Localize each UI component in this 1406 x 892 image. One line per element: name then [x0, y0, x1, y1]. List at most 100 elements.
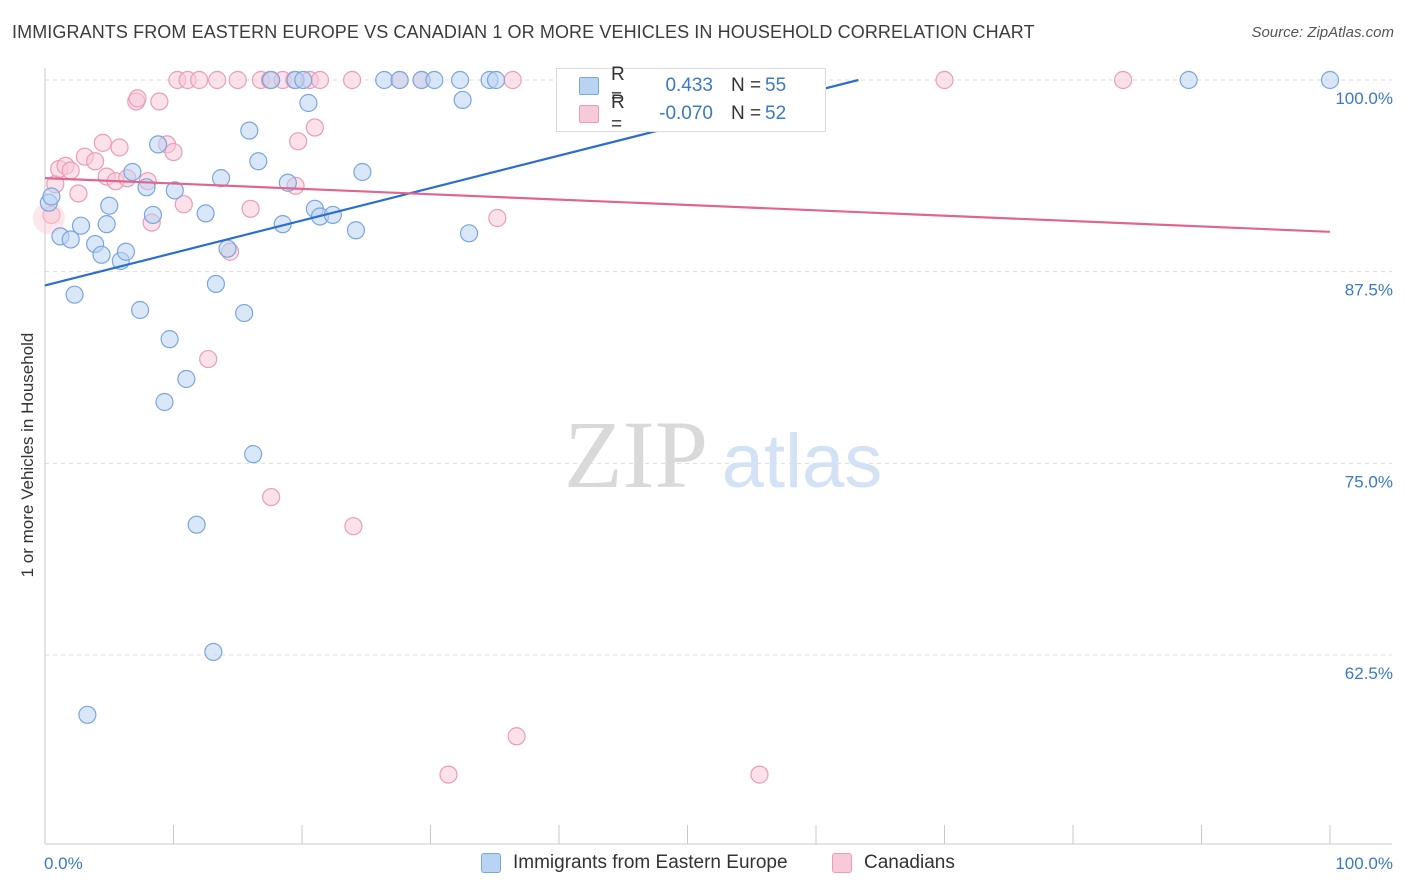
legend-row-eastern-europe: R = 0.433 N = 55: [579, 64, 787, 107]
y-tick-label: 62.5%: [1345, 664, 1393, 683]
trend-line-canadians: [44, 177, 1331, 233]
canadians-point: [61, 161, 80, 180]
n-value-eastern-europe: 55: [765, 75, 787, 96]
r-value-eastern-europe: 0.433: [665, 75, 713, 96]
r-value-canadians: -0.070: [659, 103, 713, 124]
eastern-europe-point: [218, 239, 237, 258]
canadians-point: [69, 184, 88, 203]
eastern-europe-point: [353, 162, 372, 182]
eastern-europe-point: [459, 224, 479, 243]
eastern-europe-point: [123, 162, 142, 182]
canadians-point: [935, 70, 954, 90]
canadians-point: [110, 138, 129, 157]
watermark-atlas: atlas: [722, 419, 883, 504]
eastern-europe-point: [425, 70, 444, 90]
eastern-europe-point: [249, 152, 268, 171]
eastern-europe-point: [78, 705, 97, 724]
canadians-point: [93, 133, 112, 152]
eastern-europe-points: [39, 70, 1340, 724]
axes: [44, 68, 1392, 845]
canadians-point: [488, 208, 507, 228]
canadians-point: [174, 195, 193, 214]
legend-swatch-blue: [481, 853, 501, 873]
eastern-europe-point: [206, 274, 226, 294]
eastern-europe-point: [116, 242, 136, 261]
y-tick-label: 75.0%: [1345, 472, 1393, 491]
gridlines: [45, 79, 1392, 656]
tick-labels: 62.5% 75.0% 87.5% 100.0% 0.0% 100.0%: [44, 89, 1393, 873]
canadians-point: [310, 70, 330, 90]
legend-label-canadians: Canadians: [864, 852, 955, 873]
legend-swatch-pink: [832, 853, 852, 873]
legend-item-canadians[interactable]: Canadians: [832, 852, 955, 874]
canadians-point: [208, 70, 227, 90]
canadians-point: [344, 517, 363, 536]
eastern-europe-point: [177, 369, 196, 389]
legend-item-eastern-europe[interactable]: Immigrants from Eastern Europe: [481, 852, 788, 874]
eastern-europe-point: [100, 196, 119, 215]
canadians-point: [199, 349, 218, 369]
legend-label-eastern-europe: Immigrants from Eastern Europe: [513, 852, 788, 873]
eastern-europe-point: [211, 169, 231, 188]
eastern-europe-point: [92, 245, 111, 264]
canadians-point: [86, 152, 105, 171]
eastern-europe-point: [143, 205, 163, 225]
eastern-europe-point: [1179, 70, 1198, 90]
canadians-point: [190, 70, 209, 90]
series-legend: Immigrants from Eastern Europe Canadians: [0, 852, 1406, 878]
eastern-europe-point: [486, 70, 506, 90]
eastern-europe-point: [155, 392, 174, 412]
canadians-point: [164, 142, 183, 162]
eastern-europe-point: [196, 204, 215, 223]
canadians-point: [228, 70, 247, 90]
n-label: N =: [731, 103, 762, 124]
eastern-europe-point: [1320, 70, 1340, 90]
chart-title: IMMIGRANTS FROM EASTERN EUROPE VS CANADI…: [12, 22, 1035, 42]
x-tick-label: 100.0%: [1335, 854, 1393, 873]
r-label: R =: [611, 92, 625, 135]
canadians-point: [262, 487, 281, 507]
eastern-europe-point: [71, 216, 91, 235]
canadians-point: [1114, 70, 1133, 90]
canadians-point: [150, 92, 169, 111]
canadians-point: [507, 727, 526, 746]
eastern-europe-point: [97, 215, 116, 234]
eastern-europe-point: [148, 135, 168, 154]
eastern-europe-point: [346, 221, 366, 240]
watermark: ZIP atlas: [564, 401, 882, 508]
x-tick-label: 0.0%: [44, 854, 83, 873]
eastern-europe-point: [160, 330, 179, 349]
n-label: N =: [731, 75, 762, 96]
r-label: R =: [611, 64, 625, 107]
source-credit: Source: ZipAtlas.com: [1251, 24, 1394, 41]
correlation-legend: R = 0.433 N = 55 R = -0.070 N = 52: [556, 64, 826, 135]
canadians-point: [343, 70, 362, 90]
canadians-point: [241, 199, 260, 218]
y-tick-label: 100.0%: [1335, 89, 1393, 108]
eastern-europe-point: [453, 90, 472, 110]
eastern-europe-point: [299, 93, 318, 113]
eastern-europe-point: [65, 285, 84, 304]
canadians-point: [439, 765, 458, 784]
eastern-europe-point: [235, 303, 254, 323]
canadians-point: [503, 70, 522, 90]
eastern-europe-point: [450, 70, 470, 90]
legend-swatch-pink: [579, 105, 599, 123]
eastern-europe-point: [294, 70, 313, 90]
eastern-europe-point: [240, 121, 259, 140]
watermark-zip: ZIP: [564, 401, 708, 508]
eastern-europe-point: [390, 70, 409, 90]
y-tick-label: 87.5%: [1345, 281, 1393, 300]
eastern-europe-point: [278, 173, 297, 192]
eastern-europe-point: [204, 642, 223, 662]
legend-row-canadians: R = -0.070 N = 52: [579, 92, 787, 135]
eastern-europe-point: [187, 515, 206, 534]
eastern-europe-point: [42, 187, 61, 206]
eastern-europe-point: [61, 230, 80, 249]
eastern-europe-point: [244, 445, 263, 464]
eastern-europe-point: [165, 181, 184, 200]
canadians-point: [289, 132, 308, 151]
n-value-canadians: 52: [765, 103, 787, 124]
canadians-point-cluster: [32, 202, 65, 234]
